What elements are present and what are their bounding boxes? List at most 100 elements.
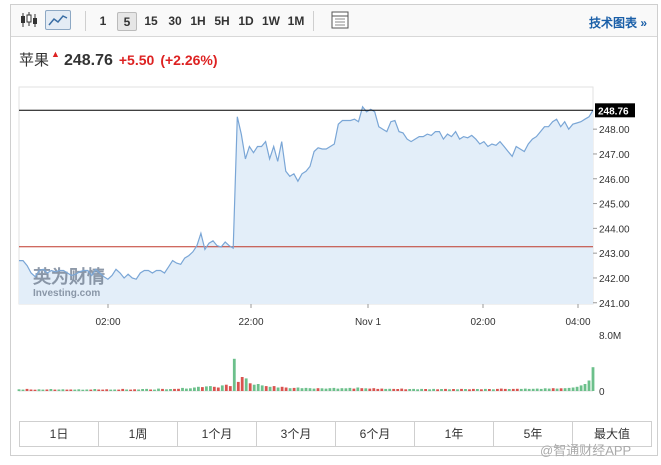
volume-bar	[547, 388, 551, 391]
volume-bar	[205, 386, 208, 391]
range-button[interactable]: 1年	[415, 422, 494, 446]
volume-bar	[121, 388, 125, 391]
volume-bar	[280, 386, 284, 391]
y-tick-label: 248.00	[599, 125, 630, 136]
toolbar-divider	[313, 11, 314, 31]
volume-bar	[37, 389, 41, 392]
chart-widget: 1 5 15 30 1H 5H 1D 1W 1M 技术图表 » 苹果 ▲ 248.76 +5.50 (+…	[10, 4, 658, 456]
volume-bar	[539, 388, 543, 391]
volume-bar	[531, 388, 535, 391]
volume-bar	[45, 389, 49, 391]
volume-bar	[328, 388, 332, 391]
timeframe-1m[interactable]: 1M	[287, 14, 305, 28]
price-area-fill	[19, 106, 593, 304]
volume-bar	[173, 388, 176, 391]
volume-bar	[133, 389, 136, 392]
timeframe-30[interactable]: 30	[168, 14, 182, 28]
timeframe-1h[interactable]: 1H	[190, 14, 206, 28]
timeframe-15[interactable]: 15	[144, 14, 158, 28]
volume-bar	[185, 388, 188, 391]
volume-bar	[332, 387, 336, 391]
volume-bar	[484, 388, 487, 391]
y-tick-label: 246.00	[599, 175, 630, 186]
price-chart[interactable]: 英为财情Investing.com241.00242.00243.00244.0…	[11, 5, 659, 417]
volume-bar	[476, 389, 479, 391]
volume-bar	[268, 386, 272, 391]
candlestick-chart-icon[interactable]	[17, 10, 39, 30]
volume-bar	[404, 389, 408, 392]
range-button[interactable]: 5年	[494, 422, 573, 446]
volume-bar	[563, 388, 567, 391]
volume-bar	[141, 389, 144, 391]
volume-bar	[157, 388, 160, 391]
volume-bar	[65, 389, 69, 391]
x-tick-label: 02:00	[470, 317, 495, 328]
quote-header: 苹果 ▲ 248.76 +5.50 (+2.26%)	[19, 49, 218, 71]
volume-bar	[535, 388, 539, 391]
volume-bar	[85, 389, 89, 391]
range-button[interactable]: 最大值	[593, 427, 630, 441]
volume-bar	[189, 388, 192, 391]
volume-bar	[428, 389, 431, 392]
volume-bar	[129, 389, 132, 391]
volume-bar	[228, 386, 232, 391]
volume-bar	[300, 388, 304, 391]
volume-bar	[408, 389, 412, 391]
volume-bar	[436, 389, 439, 392]
volume-bar	[69, 389, 73, 391]
volume-bar	[57, 389, 61, 391]
volume-bar	[272, 386, 276, 391]
watermark: @智通财经APP	[540, 443, 632, 458]
range-button[interactable]: 6个月	[336, 422, 415, 446]
volume-bar	[25, 388, 29, 391]
range-button[interactable]: 3个月	[257, 422, 336, 446]
volume-bar	[197, 386, 200, 391]
volume-bar	[392, 388, 396, 391]
volume-bar	[292, 387, 296, 391]
volume-bar	[109, 389, 113, 391]
volume-bar	[412, 388, 415, 391]
volume-bar	[591, 367, 595, 391]
table-view-icon[interactable]	[329, 10, 351, 30]
volume-bar	[400, 388, 404, 391]
volume-bar	[468, 389, 471, 392]
volume-bar	[388, 388, 392, 391]
volume-bar	[416, 389, 419, 392]
range-button[interactable]: 1个月	[178, 422, 257, 446]
timeframe-1[interactable]: 1	[99, 14, 107, 28]
volume-bar	[17, 389, 21, 392]
timeframe-1d[interactable]: 1D	[238, 14, 254, 28]
volume-bar	[448, 389, 451, 392]
volume-bar	[296, 387, 300, 391]
volume-bar	[492, 389, 495, 392]
volume-bar	[33, 389, 37, 391]
last-price: 248.76	[63, 52, 113, 69]
volume-bar	[181, 387, 184, 391]
volume-bar	[452, 389, 455, 391]
volume-bar	[336, 388, 340, 391]
volume-bar	[41, 389, 45, 391]
volume-bar	[316, 388, 320, 391]
volume-bar	[21, 389, 25, 391]
range-button[interactable]: 1周	[99, 422, 178, 446]
timeframe-1w[interactable]: 1W	[262, 14, 280, 28]
investing-logo-sub: Investing.com	[33, 288, 100, 299]
price-change-percent: (+2.26%)	[160, 52, 218, 68]
volume-bar	[288, 388, 292, 391]
y-tick-label: 242.00	[599, 274, 630, 285]
timeframe-5[interactable]: 5	[117, 12, 137, 31]
volume-bar	[503, 388, 507, 391]
technical-chart-link[interactable]: 技术图表 »	[588, 16, 647, 30]
range-button[interactable]: 1日	[20, 422, 99, 446]
volume-bar	[320, 388, 324, 391]
area-chart-icon[interactable]	[45, 10, 71, 30]
timeframe-5h[interactable]: 5H	[214, 14, 230, 28]
volume-bar	[308, 388, 312, 391]
volume-bar	[360, 388, 364, 391]
volume-bar	[344, 388, 348, 391]
volume-bar	[340, 388, 344, 391]
up-arrow-icon: ▲	[51, 49, 60, 59]
volume-bar	[101, 389, 105, 391]
volume-bar	[193, 387, 196, 391]
volume-bar	[244, 378, 248, 391]
